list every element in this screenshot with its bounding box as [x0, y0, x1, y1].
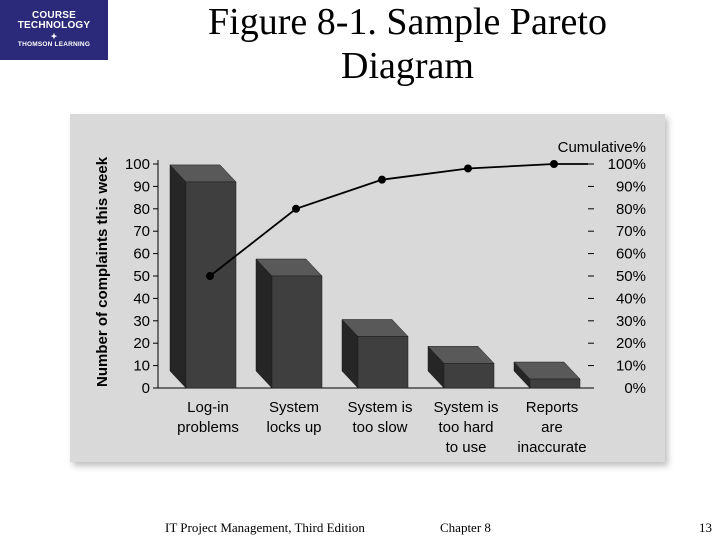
x-tick-label: Reports [526, 399, 579, 416]
logo-line-technology: TECHNOLOGY [17, 20, 91, 32]
logo-line-course: COURSE [32, 9, 76, 21]
x-tick-label: locks up [266, 419, 321, 436]
y2-tick-label: 100% [608, 156, 646, 173]
y-tick-label: 40 [133, 290, 150, 307]
cumulative-point-2 [378, 175, 386, 184]
y-tick-label: 100 [125, 156, 150, 173]
logo-star-icon: ✦ [50, 31, 58, 41]
x-tick-label: too slow [352, 419, 407, 436]
y2-tick-label: 0% [624, 380, 646, 397]
bar-2 [357, 336, 409, 389]
y2-axis-title: Cumulative% [558, 139, 646, 156]
y-tick-label: 10 [133, 358, 150, 375]
x-tick-label: inaccurate [517, 439, 586, 456]
y-tick-label: 70 [133, 223, 150, 240]
footer-book-title: IT Project Management, Third Edition [165, 520, 365, 535]
chart-panel [70, 114, 665, 462]
y2-tick-label: 60% [616, 246, 646, 263]
bar-3 [443, 363, 495, 389]
y2-tick-label: 20% [616, 335, 646, 352]
cumulative-point-4 [550, 160, 558, 168]
y2-tick-label: 50% [616, 268, 646, 285]
y-tick-label: 50 [133, 268, 150, 285]
y2-tick-label: 30% [616, 313, 646, 330]
y-tick-label: 0 [142, 380, 150, 397]
logo-line-thomson: THOMSON LEARNING [17, 41, 91, 49]
y-tick-label: 30 [133, 313, 150, 330]
bar-side-0 [169, 164, 187, 389]
x-tick-label: to use [446, 439, 487, 456]
bar-4 [529, 378, 581, 389]
y2-tick-label: 70% [616, 223, 646, 240]
footer-page-number: 13 [699, 520, 712, 535]
y2-tick-label: 80% [616, 201, 646, 218]
cumulative-point-1 [292, 204, 300, 213]
x-tick-label: System is [433, 399, 498, 416]
y-axis-title: Number of complaints this week [94, 156, 111, 387]
y-tick-label: 60 [133, 246, 150, 263]
x-tick-label: System is [347, 399, 412, 416]
y2-tick-label: 90% [616, 178, 646, 195]
x-tick-label: are [541, 419, 563, 436]
x-tick-label: problems [177, 419, 239, 436]
y-tick-label: 80 [133, 201, 150, 218]
y2-tick-label: 40% [616, 290, 646, 307]
x-tick-label: System [269, 399, 319, 416]
x-tick-label: Log-in [187, 399, 229, 416]
cumulative-point-3 [464, 164, 472, 173]
cumulative-line [209, 163, 588, 277]
course-technology-logo: COURSE TECHNOLOGY ✦ THOMSON LEARNING [0, 0, 108, 60]
y2-tick-label: 10% [616, 358, 646, 375]
bar-0 [185, 181, 237, 389]
slide-title: Figure 8-1. Sample Pareto Diagram [208, 1, 607, 87]
y-tick-label: 90 [133, 178, 150, 195]
bar-1 [271, 275, 323, 389]
bar-side-1 [255, 258, 273, 389]
x-tick-label: too hard [438, 419, 493, 436]
y-tick-label: 20 [133, 335, 150, 352]
cumulative-point-0 [206, 272, 214, 280]
footer-chapter: Chapter 8 [440, 520, 491, 535]
